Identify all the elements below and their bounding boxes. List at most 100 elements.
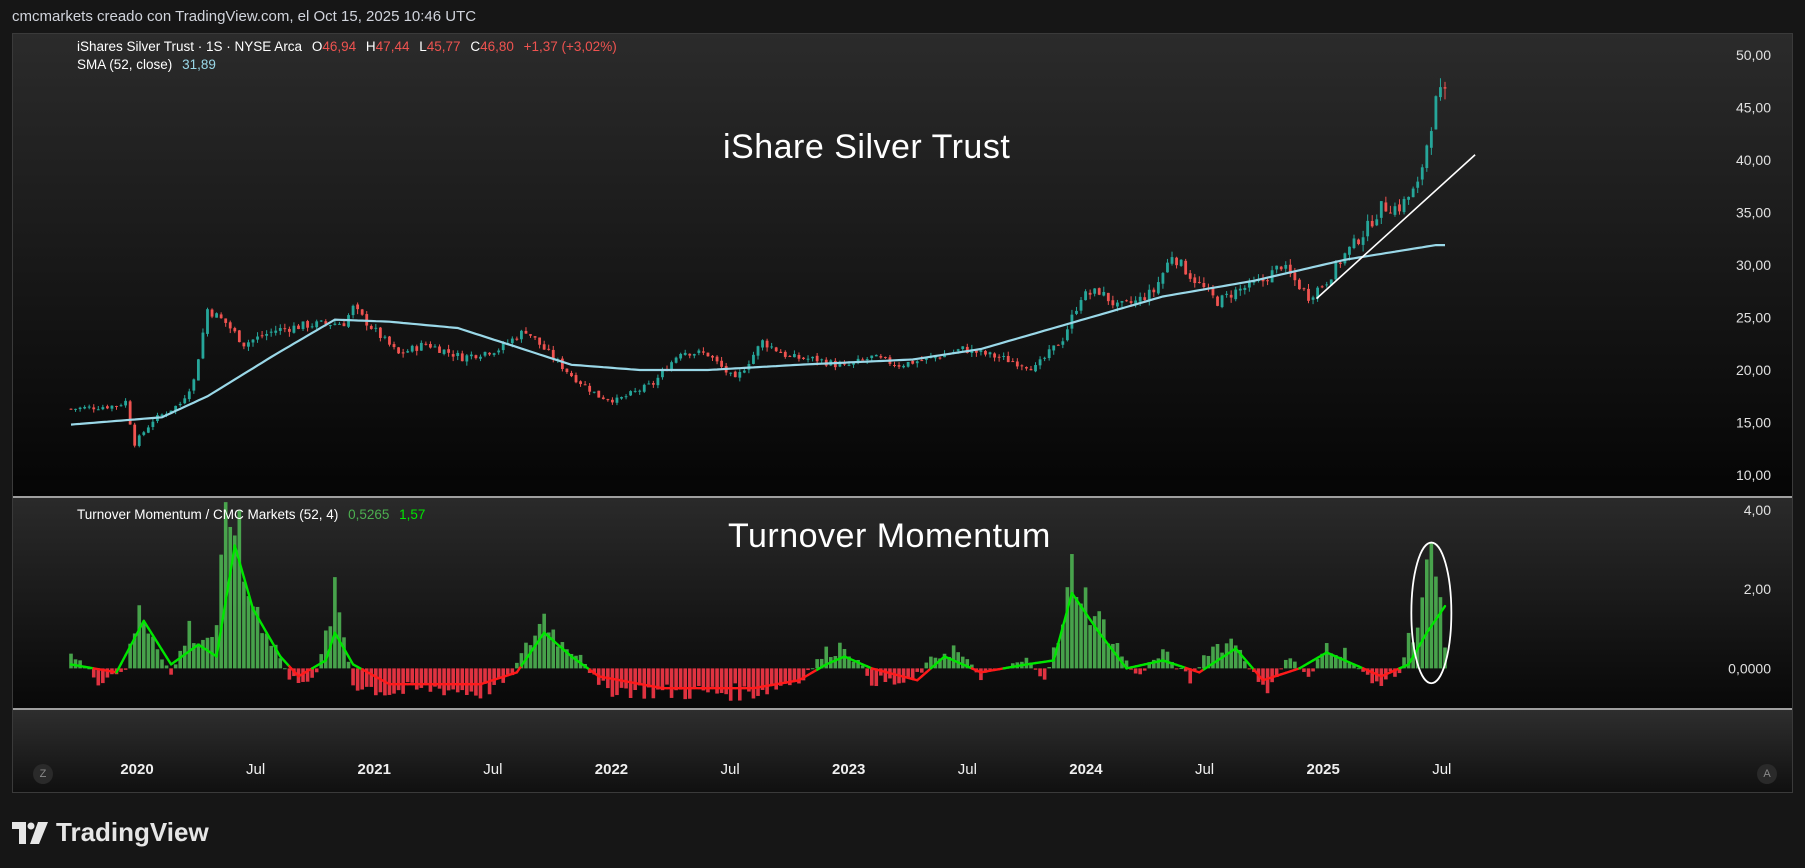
sma-label[interactable]: SMA (52, close)	[77, 57, 173, 72]
signal-segment	[151, 634, 159, 644]
candle-body	[201, 332, 205, 359]
signal-segment	[229, 544, 236, 575]
candle-body	[146, 427, 150, 433]
candle-body	[565, 368, 569, 373]
histogram-bar	[919, 668, 924, 673]
histogram-bar	[1265, 668, 1270, 694]
candle-body	[729, 372, 733, 374]
time-tick-label: Jul	[1432, 761, 1451, 778]
histogram-bar	[833, 656, 838, 669]
histogram-bar	[442, 668, 446, 696]
candle-body	[206, 309, 209, 334]
indicator-tick-label: 2,00	[1744, 581, 1771, 597]
histogram-bar	[765, 668, 769, 695]
candle-body	[1420, 167, 1424, 180]
tradingview-logo[interactable]: TradingView	[12, 817, 209, 848]
histogram-bar	[405, 668, 410, 683]
candle-body	[192, 379, 196, 391]
candle-body	[1379, 201, 1383, 218]
histogram-bar	[970, 664, 974, 669]
candle-body	[938, 357, 942, 359]
histogram-bar	[624, 668, 628, 689]
candle-body	[583, 384, 587, 386]
candle-body	[1425, 145, 1429, 169]
auto-scale-button[interactable]: A	[1757, 764, 1777, 784]
indicator-axis[interactable]: 4,00 2,00 0,0000	[1728, 502, 1771, 676]
signal-segment	[324, 645, 332, 662]
candle-body	[1320, 286, 1324, 288]
candle-body	[1434, 96, 1438, 130]
histogram-bar	[128, 643, 132, 669]
candle-body	[897, 365, 901, 367]
candle-body	[1093, 288, 1097, 294]
candle-body	[820, 359, 824, 361]
candle-body	[1125, 300, 1128, 302]
zoom-left-button[interactable]: Z	[33, 764, 53, 784]
candle-body	[761, 340, 764, 348]
candle-body	[542, 344, 546, 350]
candle-body	[242, 342, 246, 347]
histogram-bar	[797, 668, 801, 684]
candle-body	[460, 353, 464, 362]
signal-segment	[1407, 655, 1415, 666]
candle-body	[1097, 288, 1101, 295]
histogram-bar	[192, 643, 196, 669]
candle-body	[1006, 355, 1010, 363]
candle-body	[574, 375, 578, 383]
histogram-bar	[819, 658, 824, 669]
histogram-bar	[360, 668, 364, 690]
indicator-label[interactable]: Turnover Momentum / CMC Markets (52, 4)	[77, 507, 339, 522]
candle-body	[520, 330, 523, 340]
histogram-bar	[237, 510, 242, 669]
candle-body	[1156, 282, 1160, 294]
signal-segment	[538, 631, 546, 641]
price-tick-label: 35,00	[1736, 205, 1771, 221]
signal-segment	[342, 647, 350, 658]
candle-body	[419, 342, 423, 351]
candle-body	[1002, 355, 1006, 357]
candle-body	[1079, 300, 1083, 311]
chart-canvas[interactable]: 50,00 45,00 40,00 35,00 30,00 25,00 20,00 15,00…	[13, 34, 1792, 792]
histogram-bar	[246, 596, 251, 669]
candle-body	[943, 354, 946, 358]
time-tick-label: 2022	[595, 761, 628, 778]
chart-frame: 50,00 45,00 40,00 35,00 30,00 25,00 20,00 15,00…	[12, 33, 1793, 793]
time-tick-label: Jul	[1195, 761, 1214, 778]
time-axis[interactable]: 2020 Jul 2021 Jul 2022 Jul 2023 Jul 2024 Jul 2025 J…	[120, 761, 1451, 778]
candle-body	[1056, 344, 1060, 346]
histogram-bar	[1393, 668, 1397, 677]
histogram-bar	[860, 665, 865, 669]
histogram-bar	[1370, 668, 1375, 684]
histogram-bar	[123, 668, 128, 670]
signal-segment	[515, 664, 523, 674]
histogram-bar	[69, 653, 73, 669]
price-tick-label: 50,00	[1736, 47, 1771, 63]
candle-body	[133, 424, 137, 446]
symbol-name[interactable]: iShares Silver Trust · 1S · NYSE Arca	[77, 39, 303, 54]
histogram-bar	[1097, 611, 1102, 669]
histogram-bar	[1261, 668, 1265, 685]
histogram-bar	[1324, 643, 1329, 669]
price-tick-label: 20,00	[1736, 362, 1771, 378]
ohlc-change: +1,37 (+3,02%)	[523, 39, 617, 54]
trendline[interactable]	[1315, 154, 1476, 300]
histogram-bar	[574, 655, 578, 669]
candle-body	[1029, 368, 1033, 371]
histogram-bar	[1188, 668, 1193, 684]
indicator-legend: Turnover Momentum / CMC Markets (52, 4) …	[77, 507, 425, 522]
candle-body	[456, 352, 460, 357]
signal-segment	[529, 644, 537, 654]
price-axis[interactable]: 50,00 45,00 40,00 35,00 30,00 25,00 20,00 15,00…	[1736, 47, 1771, 483]
candle-body	[215, 313, 218, 318]
histogram-bar	[1156, 658, 1161, 669]
histogram-bar	[1238, 649, 1243, 669]
candle-body	[1416, 181, 1420, 188]
histogram-bar	[1138, 668, 1142, 675]
candle-body	[1329, 279, 1333, 286]
histogram-bar	[305, 668, 310, 682]
candle-body	[515, 338, 519, 340]
candle-body	[1352, 238, 1356, 249]
histogram-bar	[1311, 668, 1315, 672]
candle-body	[401, 352, 405, 354]
histogram-bar	[1397, 668, 1402, 674]
